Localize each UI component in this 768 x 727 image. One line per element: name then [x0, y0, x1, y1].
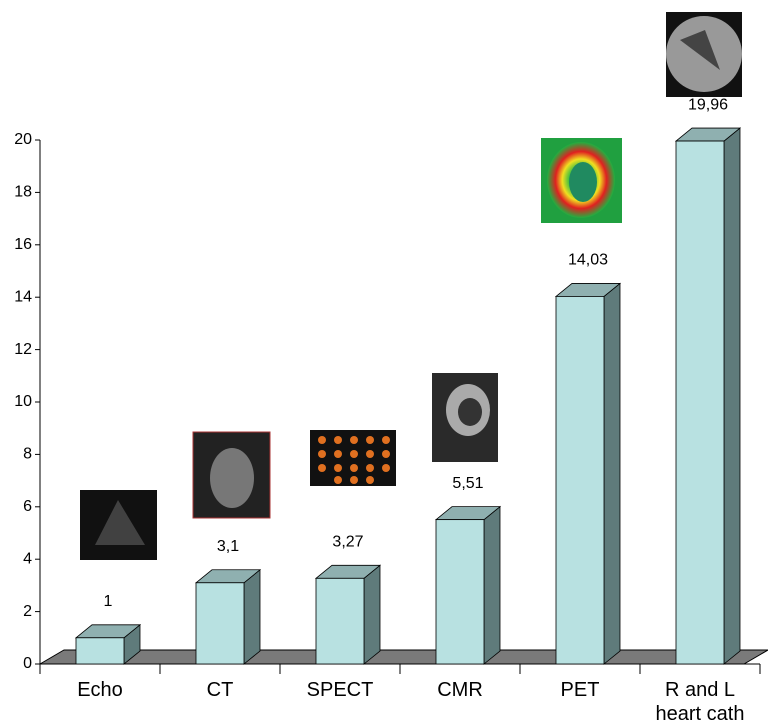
- cmr-image: [432, 373, 498, 462]
- value-label: 19,96: [688, 96, 728, 113]
- x-tick-label: Echo: [42, 678, 158, 702]
- y-tick-label: 4: [23, 550, 32, 567]
- bar: [76, 638, 124, 664]
- y-tick-label: 18: [14, 184, 32, 201]
- y-tick-label: 6: [23, 498, 32, 515]
- y-tick-label: 10: [14, 393, 32, 410]
- bar: [676, 141, 724, 664]
- bar: [196, 583, 244, 664]
- bar-side: [724, 128, 740, 664]
- chart: 0246810121416182013,13,275,5114,0319,96 …: [0, 0, 768, 727]
- value-label: 3,27: [332, 534, 363, 551]
- x-tick-label: CMR: [402, 678, 518, 702]
- y-tick-label: 0: [23, 655, 32, 672]
- bar: [556, 296, 604, 664]
- bar-side: [604, 283, 620, 664]
- value-label: 1: [104, 593, 113, 610]
- y-tick-label: 14: [14, 288, 32, 305]
- x-tick-label: R and L heart cath: [642, 678, 758, 726]
- bar: [436, 520, 484, 664]
- echo-image: [80, 490, 157, 560]
- x-tick-label: SPECT: [282, 678, 398, 702]
- chart-canvas: 0 2 4 6 8 10 12 14 16 18 20 1 3,1 3,27 5,51 14,03 19,96: [0, 0, 768, 727]
- spect-image: [310, 430, 396, 486]
- x-tick-label: PET: [522, 678, 638, 702]
- y-tick-label: 8: [23, 446, 32, 463]
- pet-image: [541, 138, 622, 223]
- y-tick-label: 2: [23, 603, 32, 620]
- value-label: 14,03: [568, 252, 608, 269]
- bar: [316, 578, 364, 664]
- bar-side: [484, 507, 500, 664]
- x-tick-label: CT: [162, 678, 278, 702]
- ct-image: [193, 432, 270, 518]
- y-tick-label: 16: [14, 236, 32, 253]
- value-label: 5,51: [452, 475, 483, 492]
- bar-side: [244, 570, 260, 664]
- value-label: 3,1: [217, 538, 239, 555]
- y-tick-label: 20: [14, 131, 32, 148]
- cath-image: [666, 12, 742, 97]
- floor: [40, 650, 768, 664]
- y-tick-label: 12: [14, 341, 32, 358]
- bar-side: [364, 565, 380, 664]
